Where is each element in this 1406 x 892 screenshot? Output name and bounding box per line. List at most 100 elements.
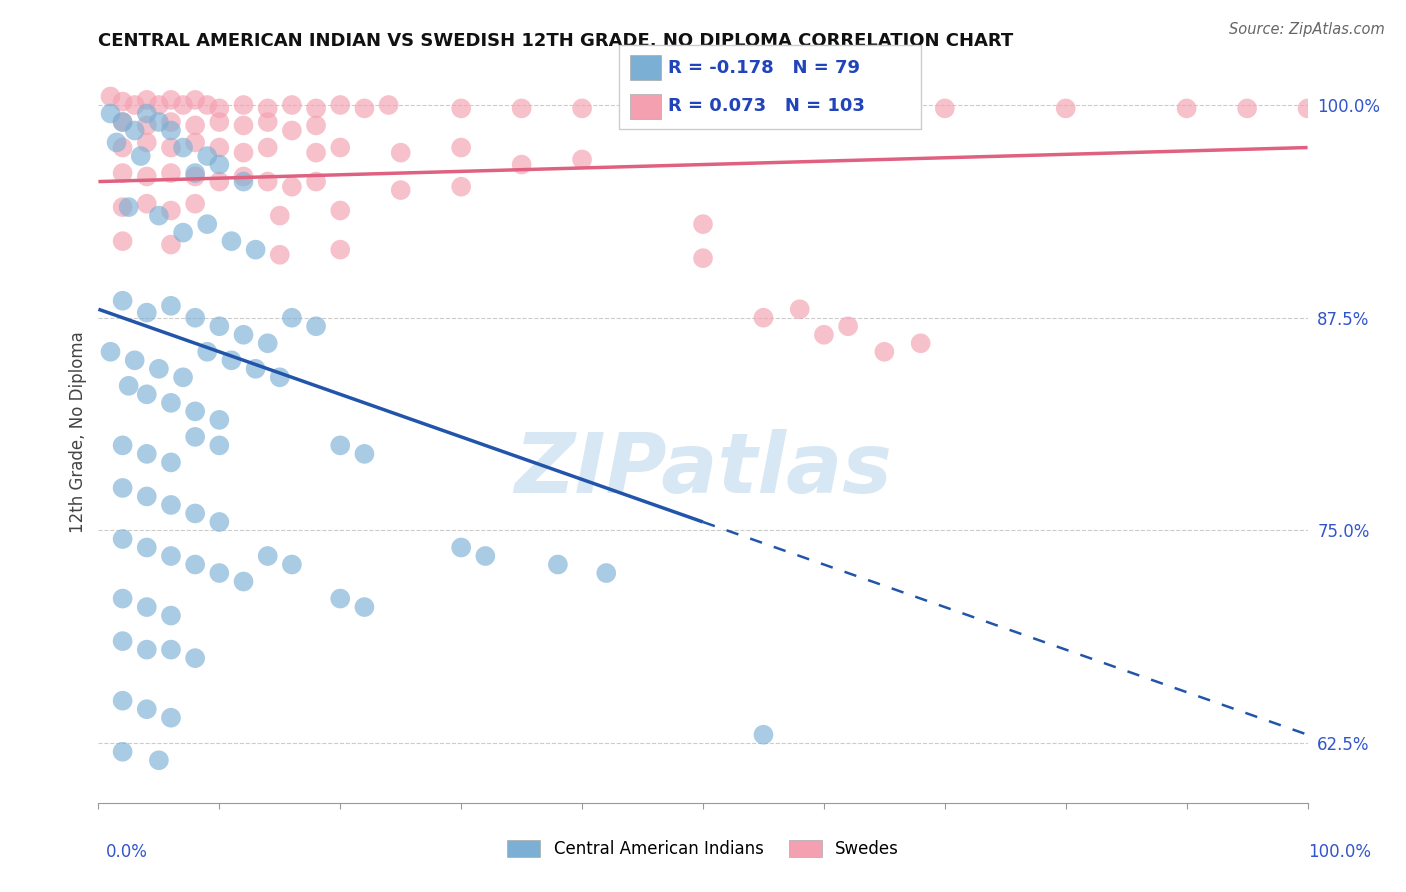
- Point: [281, 123, 304, 137]
- Point: [135, 305, 157, 319]
- Y-axis label: 12th Grade, No Diploma: 12th Grade, No Diploma: [69, 332, 87, 533]
- Point: [256, 115, 278, 129]
- Legend: Central American Indians, Swedes: Central American Indians, Swedes: [501, 833, 905, 865]
- Point: [595, 566, 617, 580]
- Point: [111, 745, 134, 759]
- Text: ZIPatlas: ZIPatlas: [515, 429, 891, 510]
- Text: CENTRAL AMERICAN INDIAN VS SWEDISH 12TH GRADE, NO DIPLOMA CORRELATION CHART: CENTRAL AMERICAN INDIAN VS SWEDISH 12TH …: [98, 32, 1014, 50]
- Point: [160, 237, 183, 252]
- Point: [100, 89, 122, 103]
- Point: [305, 119, 328, 133]
- Point: [256, 549, 278, 563]
- Point: [160, 115, 183, 129]
- Point: [184, 651, 207, 665]
- Text: 0.0%: 0.0%: [105, 843, 148, 861]
- Point: [160, 711, 183, 725]
- Point: [111, 694, 134, 708]
- Point: [221, 353, 243, 368]
- Point: [195, 149, 218, 163]
- Point: [124, 123, 146, 137]
- Point: [232, 574, 254, 589]
- Point: [789, 302, 811, 317]
- Point: [118, 379, 141, 393]
- Point: [129, 149, 152, 163]
- Point: [329, 243, 352, 257]
- Point: [305, 102, 328, 116]
- Point: [1054, 102, 1077, 116]
- Point: [692, 217, 714, 231]
- Point: [232, 169, 254, 184]
- Point: [571, 102, 593, 116]
- Point: [281, 558, 304, 572]
- Point: [172, 226, 194, 240]
- Point: [135, 642, 157, 657]
- Point: [450, 102, 472, 116]
- Point: [208, 438, 231, 452]
- Point: [208, 140, 231, 154]
- Point: [208, 115, 231, 129]
- Point: [111, 115, 134, 129]
- Point: [111, 166, 134, 180]
- Point: [269, 370, 291, 384]
- Point: [135, 136, 157, 150]
- Point: [111, 200, 134, 214]
- Point: [450, 541, 472, 555]
- Point: [100, 106, 122, 120]
- Point: [135, 93, 157, 107]
- Point: [305, 319, 328, 334]
- Point: [160, 396, 183, 410]
- Point: [547, 558, 569, 572]
- Point: [135, 196, 157, 211]
- Point: [184, 119, 207, 133]
- Point: [184, 136, 207, 150]
- Point: [208, 175, 231, 189]
- Point: [111, 532, 134, 546]
- Point: [353, 102, 375, 116]
- Point: [135, 490, 157, 504]
- Point: [184, 558, 207, 572]
- Point: [269, 209, 291, 223]
- Point: [450, 179, 472, 194]
- Point: [160, 642, 183, 657]
- Point: [160, 166, 183, 180]
- Point: [1175, 102, 1198, 116]
- Text: Source: ZipAtlas.com: Source: ZipAtlas.com: [1229, 22, 1385, 37]
- Point: [160, 123, 183, 137]
- Point: [281, 98, 304, 112]
- Point: [353, 447, 375, 461]
- Point: [752, 310, 775, 325]
- Point: [184, 93, 207, 107]
- Point: [135, 106, 157, 120]
- Point: [184, 310, 207, 325]
- Point: [837, 319, 859, 334]
- Point: [111, 95, 134, 109]
- Point: [232, 119, 254, 133]
- Point: [111, 234, 134, 248]
- Point: [256, 140, 278, 154]
- Point: [245, 361, 267, 376]
- Text: R = 0.073   N = 103: R = 0.073 N = 103: [668, 97, 865, 115]
- Point: [111, 481, 134, 495]
- Point: [111, 115, 134, 129]
- Point: [245, 243, 267, 257]
- Point: [474, 549, 496, 563]
- Point: [135, 447, 157, 461]
- Point: [135, 702, 157, 716]
- Point: [232, 98, 254, 112]
- Point: [160, 140, 183, 154]
- Point: [208, 319, 231, 334]
- Point: [160, 549, 183, 563]
- Point: [111, 293, 134, 308]
- Point: [232, 327, 254, 342]
- Point: [256, 175, 278, 189]
- Point: [208, 413, 231, 427]
- Point: [353, 600, 375, 615]
- Point: [305, 175, 328, 189]
- Point: [124, 353, 146, 368]
- Point: [111, 438, 134, 452]
- Point: [329, 203, 352, 218]
- Point: [934, 102, 956, 116]
- Point: [148, 209, 170, 223]
- Point: [208, 566, 231, 580]
- Point: [208, 515, 231, 529]
